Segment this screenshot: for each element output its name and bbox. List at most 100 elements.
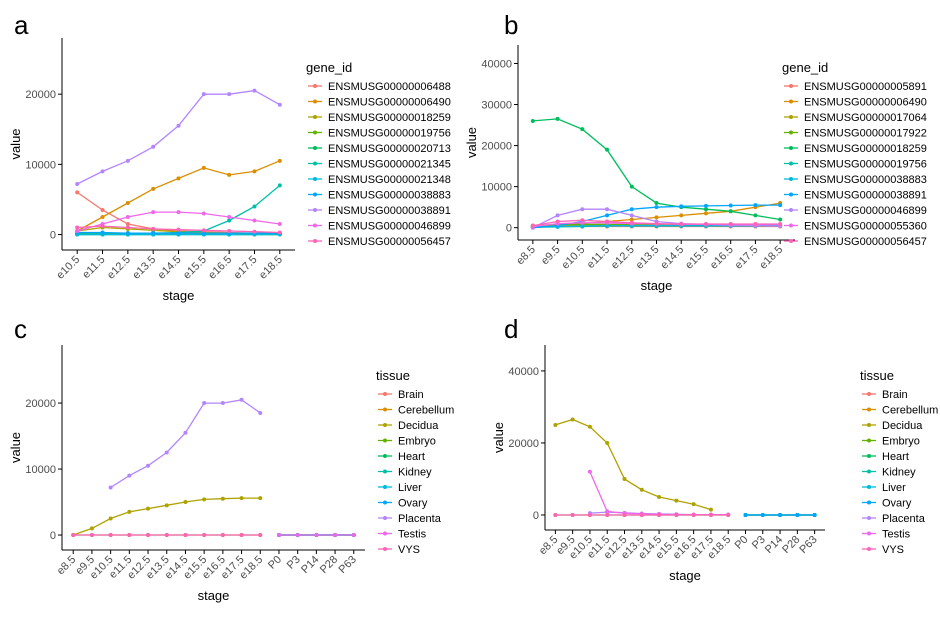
legend-key-point bbox=[383, 423, 387, 427]
data-point bbox=[221, 497, 225, 501]
data-point bbox=[252, 204, 256, 208]
legend-key-point bbox=[867, 439, 871, 443]
x-tick-label: e17.5 bbox=[733, 244, 761, 272]
data-point bbox=[202, 533, 206, 537]
legend-label: ENSMUSG00000006488 bbox=[328, 81, 451, 93]
x-tick-label: P0 bbox=[733, 534, 751, 552]
series-line bbox=[555, 420, 711, 510]
data-point bbox=[90, 526, 94, 530]
data-point bbox=[127, 510, 131, 514]
legend-label: ENSMUSG00000056457 bbox=[804, 236, 927, 248]
legend-label: Decidua bbox=[398, 420, 439, 432]
data-point bbox=[177, 124, 181, 128]
data-point bbox=[679, 204, 683, 208]
legend-label: Testis bbox=[882, 529, 911, 541]
x-tick-label: e13.5 bbox=[130, 254, 158, 282]
data-point bbox=[75, 226, 79, 230]
data-point bbox=[240, 496, 244, 500]
data-point bbox=[556, 117, 560, 121]
data-point bbox=[556, 213, 560, 217]
legend-label: ENSMUSG00000021345 bbox=[328, 159, 451, 171]
legend-label: VYS bbox=[882, 544, 904, 556]
data-point bbox=[640, 513, 644, 517]
y-tick-label: 0 bbox=[50, 530, 56, 542]
x-tick-label: e12.5 bbox=[105, 254, 133, 282]
x-tick-label: e13.5 bbox=[634, 244, 662, 272]
data-point bbox=[605, 509, 609, 513]
data-point bbox=[202, 228, 206, 232]
data-point bbox=[531, 224, 535, 228]
legend-label: ENSMUSG00000038891 bbox=[328, 205, 451, 217]
legend-key-point bbox=[867, 532, 871, 536]
legend-key-point bbox=[867, 470, 871, 474]
legend-label: ENSMUSG00000017064 bbox=[804, 112, 927, 124]
data-point bbox=[630, 221, 634, 225]
data-point bbox=[126, 226, 130, 230]
data-point bbox=[630, 213, 634, 217]
data-point bbox=[655, 201, 659, 205]
data-point bbox=[151, 210, 155, 214]
legend-key-point bbox=[789, 115, 793, 119]
legend-label: ENSMUSG00000038883 bbox=[804, 174, 927, 186]
legend-label: ENSMUSG00000021348 bbox=[328, 174, 451, 186]
x-tick-label: e8.5 bbox=[55, 554, 79, 578]
data-point bbox=[258, 533, 262, 537]
data-point bbox=[352, 533, 356, 537]
x-axis-label: stage bbox=[198, 588, 230, 603]
legend-key-point bbox=[867, 501, 871, 505]
legend-label: ENSMUSG00000038883 bbox=[328, 190, 451, 202]
legend-key-point bbox=[867, 516, 871, 520]
data-point bbox=[109, 517, 113, 521]
legend-title: gene_id bbox=[782, 60, 828, 75]
data-point bbox=[709, 508, 713, 512]
x-axis-label: stage bbox=[163, 288, 195, 303]
data-point bbox=[531, 119, 535, 123]
x-tick-label: e15.5 bbox=[181, 254, 209, 282]
data-point bbox=[151, 227, 155, 231]
data-point bbox=[177, 210, 181, 214]
legend-key-point bbox=[867, 454, 871, 458]
data-point bbox=[623, 477, 627, 481]
y-tick-label: 30000 bbox=[481, 100, 512, 112]
legend-title: tissue bbox=[376, 368, 410, 383]
data-point bbox=[655, 205, 659, 209]
x-tick-label: e15.5 bbox=[683, 244, 711, 272]
data-point bbox=[657, 513, 661, 517]
data-point bbox=[778, 217, 782, 221]
legend-label: ENSMUSG00000056457 bbox=[328, 236, 451, 248]
data-point bbox=[202, 92, 206, 96]
data-point bbox=[227, 92, 231, 96]
data-point bbox=[704, 204, 708, 208]
data-point bbox=[258, 496, 262, 500]
legend-label: ENSMUSG00000018259 bbox=[804, 143, 927, 155]
data-point bbox=[146, 464, 150, 468]
data-point bbox=[778, 513, 782, 517]
legend-key-point bbox=[313, 84, 317, 88]
data-point bbox=[151, 231, 155, 235]
legend-key-point bbox=[789, 239, 793, 243]
data-point bbox=[692, 513, 696, 517]
data-point bbox=[729, 204, 733, 208]
data-point bbox=[655, 215, 659, 219]
data-point bbox=[101, 208, 105, 212]
data-point bbox=[183, 431, 187, 435]
legend-key-point bbox=[789, 193, 793, 197]
data-point bbox=[553, 513, 557, 517]
data-point bbox=[709, 513, 713, 517]
y-axis-label: value bbox=[464, 127, 479, 158]
data-point bbox=[605, 220, 609, 224]
y-axis-label: value bbox=[8, 432, 23, 463]
legend-key-point bbox=[383, 501, 387, 505]
data-point bbox=[580, 207, 584, 211]
legend-key-point bbox=[383, 454, 387, 458]
legend-label: Placenta bbox=[882, 513, 926, 525]
data-point bbox=[101, 169, 105, 173]
data-point bbox=[674, 499, 678, 503]
x-tick-label: e10.5 bbox=[559, 244, 587, 272]
data-point bbox=[177, 228, 181, 232]
y-tick-label: 20000 bbox=[25, 89, 56, 101]
legend-label: Cerebellum bbox=[398, 405, 454, 417]
data-point bbox=[126, 231, 130, 235]
data-point bbox=[726, 513, 730, 517]
legend-label: Testis bbox=[398, 529, 427, 541]
